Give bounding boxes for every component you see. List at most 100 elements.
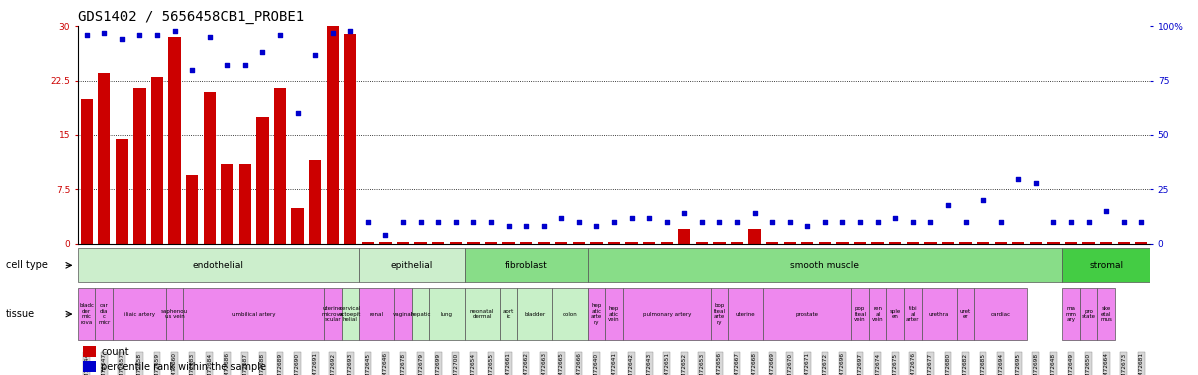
Point [763,219,782,225]
Text: GSM72680: GSM72680 [945,352,950,375]
Text: GSM72668: GSM72668 [752,352,757,375]
Bar [1065,242,1077,244]
Bar [96,288,113,340]
Bar [412,288,429,340]
Text: GSM72700: GSM72700 [453,352,459,375]
Text: GSM72644: GSM72644 [84,352,89,375]
Text: GSM72683: GSM72683 [189,352,194,375]
Text: GSM72685: GSM72685 [981,352,986,375]
Point [1132,219,1151,225]
Text: aort
ic: aort ic [503,309,514,320]
Text: GSM72681: GSM72681 [1139,352,1144,375]
Point [974,197,993,203]
Point [622,214,641,220]
Point [1043,219,1063,225]
Text: GSM72670: GSM72670 [787,352,792,375]
Bar [449,242,462,244]
Text: GSM72688: GSM72688 [260,352,265,375]
Point [288,110,307,116]
Point [147,32,167,38]
Bar [467,242,479,244]
Point [305,51,325,57]
Point [182,67,201,73]
Bar [749,229,761,244]
Point [464,219,483,225]
Bar [500,288,518,340]
Bar [83,346,96,357]
Text: smooth muscle: smooth muscle [791,261,859,270]
Point [885,214,904,220]
Point [393,219,412,225]
Bar [1079,288,1097,340]
Text: ma
mm
ary: ma mm ary [1065,306,1077,322]
Bar [994,242,1006,244]
Bar [359,288,394,340]
Text: GSM72643: GSM72643 [647,352,652,375]
Bar [429,288,465,340]
Bar [854,242,866,244]
Point [816,219,835,225]
Bar [415,242,426,244]
Bar [889,242,901,244]
Point [271,32,290,38]
Point [551,214,570,220]
Bar [713,242,726,244]
Text: GSM72669: GSM72669 [769,352,775,375]
Bar [836,242,848,244]
Bar [643,242,655,244]
Bar [1100,242,1112,244]
Bar [766,242,779,244]
Point [587,224,606,230]
Text: GSM72686: GSM72686 [225,352,230,375]
Text: GSM72674: GSM72674 [875,352,881,375]
Text: ren
al
vein: ren al vein [872,306,883,322]
Text: GSM72660: GSM72660 [173,352,177,375]
Point [376,232,395,238]
Point [498,224,518,230]
Text: GSM72691: GSM72691 [313,352,317,375]
Text: car
dia
c
micr: car dia c micr [98,303,110,325]
Text: GSM72677: GSM72677 [928,352,933,375]
Text: GSM72641: GSM72641 [611,352,617,375]
Text: GSM72676: GSM72676 [910,352,915,375]
Text: bladder: bladder [525,312,545,316]
Bar [605,288,623,340]
Text: GSM72642: GSM72642 [629,352,634,375]
Text: sple
en: sple en [890,309,901,320]
Point [218,62,237,68]
Bar [1029,242,1042,244]
Text: pop
lteal
vein: pop lteal vein [854,306,866,322]
Bar [591,242,603,244]
Text: cardiac: cardiac [991,312,1011,316]
Bar [151,77,163,244]
Bar [165,288,183,340]
Text: GSM72646: GSM72646 [383,352,388,375]
Point [516,224,536,230]
Bar [341,288,359,340]
Bar [518,288,552,340]
Bar [380,242,392,244]
Text: GSM72666: GSM72666 [576,352,581,375]
Text: GSM72656: GSM72656 [716,352,722,375]
Bar [116,139,128,244]
Text: GDS1402 / 5656458CB1_PROBE1: GDS1402 / 5656458CB1_PROBE1 [78,10,304,24]
Bar [625,242,637,244]
Bar [555,242,568,244]
Text: colon: colon [563,312,577,316]
Point [1096,208,1115,214]
Text: GSM72640: GSM72640 [594,352,599,375]
Bar [924,242,937,244]
Text: GSM72647: GSM72647 [102,352,107,375]
Bar [291,207,304,244]
Point [569,219,588,225]
Point [200,34,219,40]
Bar [763,288,852,340]
Point [956,219,975,225]
Text: GSM72672: GSM72672 [822,352,828,375]
Bar [538,242,550,244]
Text: GSM72694: GSM72694 [998,352,1003,375]
Text: vaginal: vaginal [393,312,413,316]
Bar [678,229,690,244]
Text: uret
er: uret er [960,309,972,320]
Text: GSM72697: GSM72697 [858,352,863,375]
